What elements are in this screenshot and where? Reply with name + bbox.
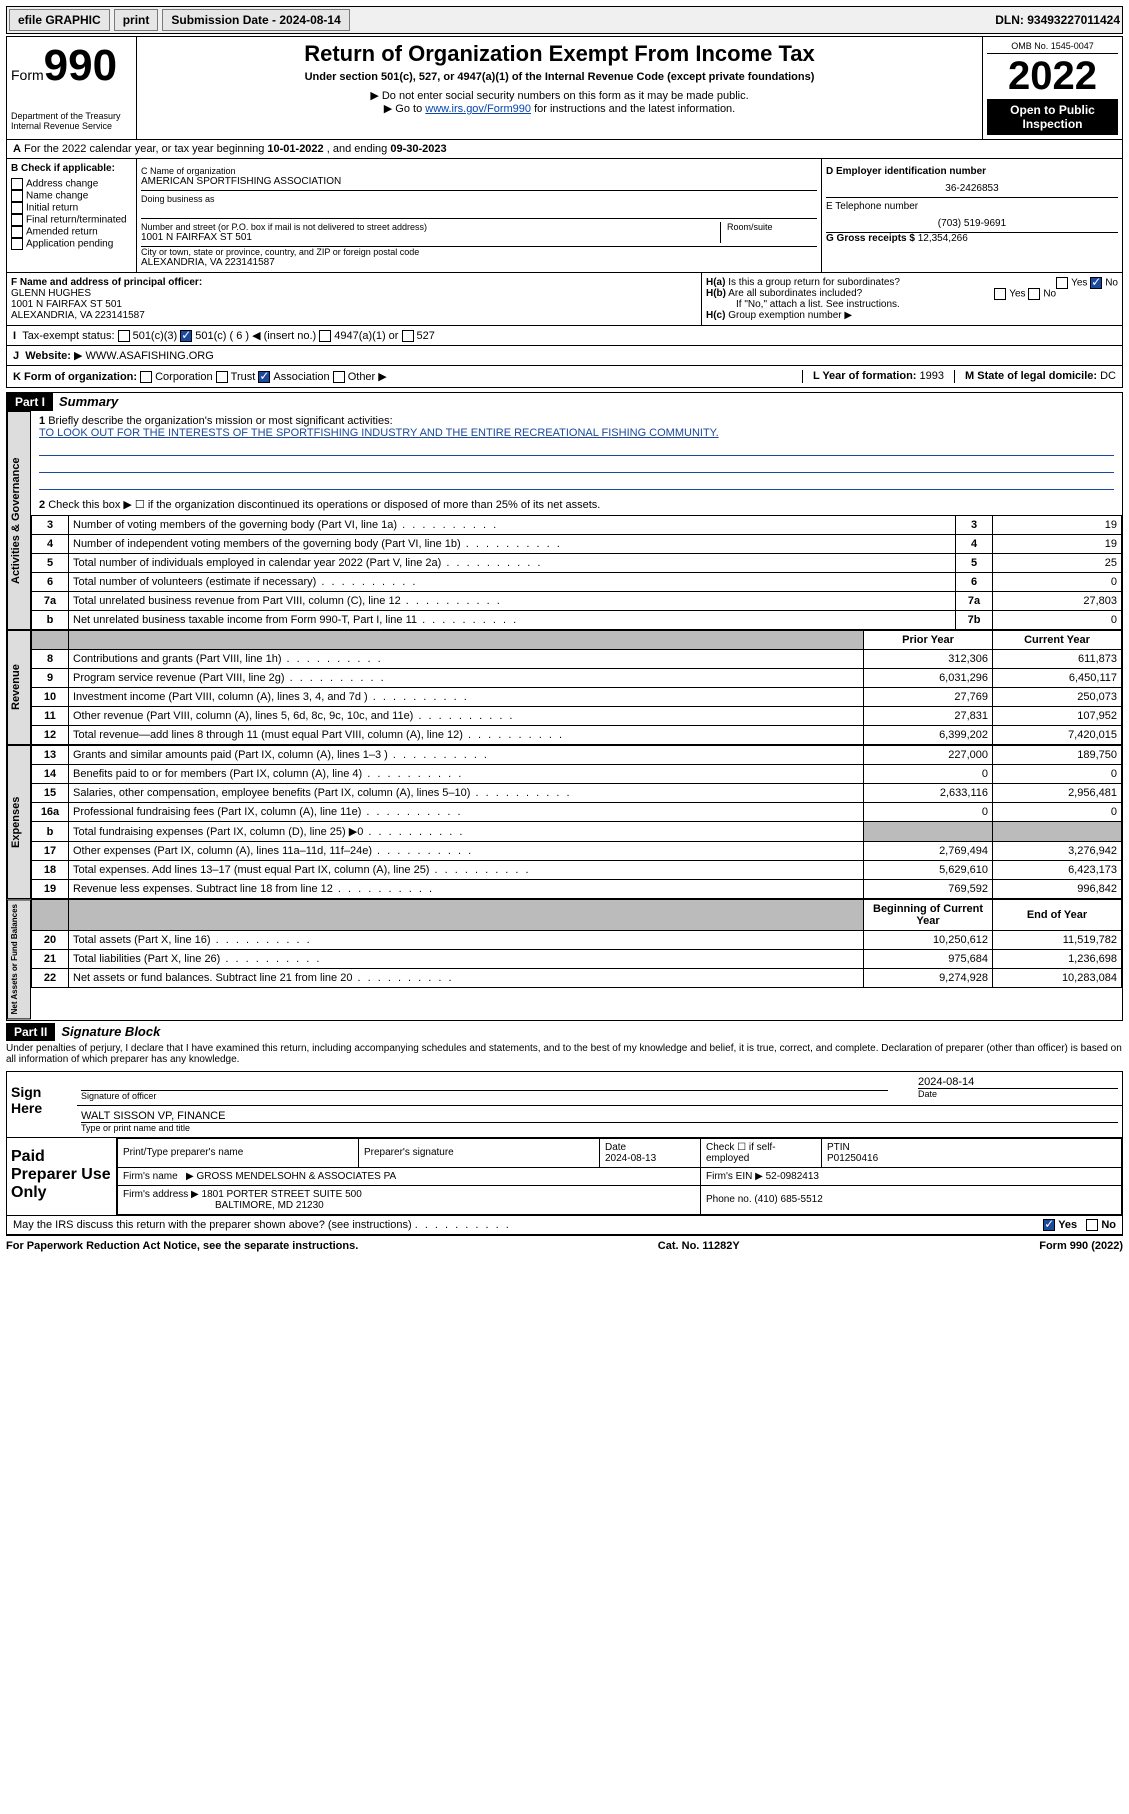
form-header: Form990 Department of the Treasury Inter… — [6, 36, 1123, 140]
gross-receipts: 12,354,266 — [918, 233, 968, 244]
row-klm: K Form of organization: Corporation Trus… — [6, 366, 1123, 388]
netassets-table: Beginning of Current YearEnd of Year 20T… — [31, 899, 1122, 988]
page-footer: For Paperwork Reduction Act Notice, see … — [6, 1235, 1123, 1252]
print-button[interactable]: print — [114, 9, 159, 31]
org-info-grid: B Check if applicable: Address change Na… — [6, 159, 1123, 273]
vtab-netassets: Net Assets or Fund Balances — [7, 899, 31, 1019]
period-row: A For the 2022 calendar year, or tax yea… — [6, 140, 1123, 159]
discuss-row: May the IRS discuss this return with the… — [6, 1216, 1123, 1235]
sign-block: Sign Here Signature of officer 2024-08-1… — [6, 1071, 1123, 1138]
org-city: ALEXANDRIA, VA 223141587 — [141, 257, 817, 268]
preparer-block: Paid Preparer Use Only Print/Type prepar… — [6, 1138, 1123, 1216]
inspection-label: Open to Public Inspection — [987, 99, 1118, 135]
vtab-revenue: Revenue — [7, 630, 31, 745]
officer-name: GLENN HUGHES — [11, 288, 91, 299]
ptin: P01250416 — [827, 1153, 878, 1164]
form-note1: ▶ Do not enter social security numbers o… — [141, 89, 978, 102]
expenses-table: 13Grants and similar amounts paid (Part … — [31, 745, 1122, 899]
tax-year: 2022 — [987, 54, 1118, 99]
governance-table: 3Number of voting members of the governi… — [31, 515, 1122, 630]
declaration: Under penalties of perjury, I declare th… — [6, 1041, 1123, 1067]
irs-link[interactable]: www.irs.gov/Form990 — [425, 103, 531, 115]
form-title: Return of Organization Exempt From Incom… — [141, 41, 978, 67]
row-i: I Tax-exempt status: 501(c)(3) 501(c) ( … — [6, 326, 1123, 346]
row-j: J Website: ▶ WWW.ASAFISHING.ORG — [6, 346, 1123, 366]
website: WWW.ASAFISHING.ORG — [85, 350, 213, 362]
org-name: AMERICAN SPORTFISHING ASSOCIATION — [141, 176, 817, 187]
irs-label: Internal Revenue Service — [11, 121, 132, 131]
part1: Part ISummary Activities & Governance 1 … — [6, 392, 1123, 1020]
form-number: Form990 — [11, 41, 132, 91]
dln-label: DLN: 93493227011424 — [995, 13, 1120, 27]
fh-row: F Name and address of principal officer:… — [6, 273, 1123, 326]
org-street: 1001 N FAIRFAX ST 501 — [141, 232, 720, 243]
submission-date-label: Submission Date - 2024-08-14 — [162, 9, 349, 31]
ein: 36-2426853 — [826, 183, 1118, 194]
efile-button[interactable]: efile GRAPHIC — [9, 9, 110, 31]
top-toolbar: efile GRAPHIC print Submission Date - 20… — [6, 6, 1123, 34]
box-b: B Check if applicable: Address change Na… — [7, 159, 137, 272]
vtab-governance: Activities & Governance — [7, 411, 31, 630]
form-subtitle: Under section 501(c), 527, or 4947(a)(1)… — [141, 71, 978, 83]
dept-label: Department of the Treasury — [11, 111, 132, 121]
omb-label: OMB No. 1545-0047 — [987, 41, 1118, 54]
signer-name: WALT SISSON VP, FINANCE — [81, 1110, 1118, 1122]
phone: (703) 519-9691 — [826, 218, 1118, 229]
part2: Part IISignature Block Under penalties o… — [6, 1023, 1123, 1067]
vtab-expenses: Expenses — [7, 745, 31, 899]
revenue-table: Prior YearCurrent Year 8Contributions an… — [31, 630, 1122, 745]
mission-text: TO LOOK OUT FOR THE INTERESTS OF THE SPO… — [39, 427, 1114, 439]
box-deg: D Employer identification number 36-2426… — [822, 159, 1122, 272]
form-note2: ▶ Go to www.irs.gov/Form990 for instruct… — [141, 102, 978, 115]
firm-name: GROSS MENDELSOHN & ASSOCIATES PA — [197, 1171, 397, 1182]
box-c: C Name of organization AMERICAN SPORTFIS… — [137, 159, 822, 272]
